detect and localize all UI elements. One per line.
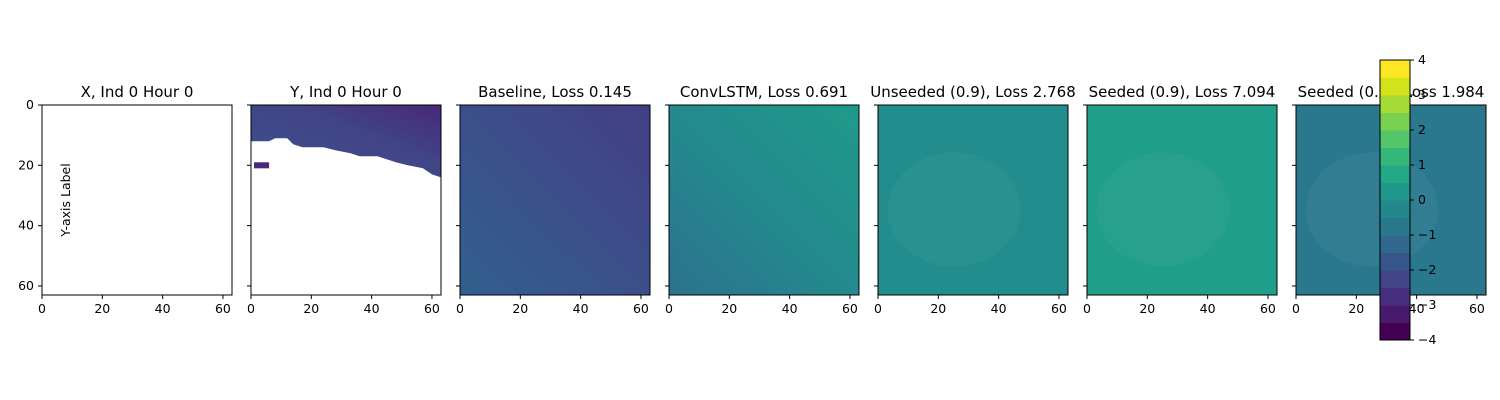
axes-frame (877, 104, 1069, 296)
colorbar-tick-label: 2 (1418, 122, 1426, 137)
x-tick-label: 0 (38, 301, 46, 316)
colorbar-tick-label: −3 (1418, 297, 1436, 312)
y-tick-label: 60 (18, 278, 34, 293)
x-tick-label: 60 (215, 301, 231, 316)
x-tick-label: 60 (424, 301, 440, 316)
x-tick-label: 20 (1348, 301, 1364, 316)
x-tick-label: 20 (721, 301, 737, 316)
x-tick-label: 0 (1292, 301, 1300, 316)
colorbar-tick-label: 3 (1418, 87, 1426, 102)
axes-frame (1086, 104, 1278, 296)
x-tick-label: 60 (1260, 301, 1276, 316)
colorbar-tick-label: 4 (1418, 52, 1426, 67)
axes-frame (459, 104, 651, 296)
colorbar-level (1380, 130, 1410, 148)
axes-frame (41, 104, 233, 296)
panel-title: Seeded (0.9), Loss 7.094 (1089, 83, 1276, 101)
x-tick-label: 40 (573, 301, 589, 316)
x-tick-label: 40 (991, 301, 1007, 316)
heatmap-image (878, 105, 1068, 295)
colorbar-level (1380, 235, 1410, 253)
heatmap-image (460, 105, 650, 295)
x-tick-label: 0 (247, 301, 255, 316)
colorbar: 4 3 2 1 0 −1 −2 −3 −4 (1379, 52, 1436, 347)
heatmap-shade (1096, 152, 1230, 267)
x-tick-label: 20 (930, 301, 946, 316)
heatmap-image (1087, 105, 1277, 295)
colorbar-tick-label: 0 (1418, 192, 1426, 207)
y-axis-label: Y-axis Label (58, 163, 73, 237)
x-tick-label: 60 (633, 301, 649, 316)
colorbar-level (1380, 270, 1410, 288)
x-tick-label: 20 (303, 301, 319, 316)
panel-5: Seeded (0.9), Loss 7.094 0 20 40 60 (1083, 83, 1278, 316)
colorbar-level (1380, 182, 1410, 201)
panel-4: Unseeded (0.9), Loss 2.768 0 20 40 60 (870, 83, 1076, 316)
panel-title: Baseline, Loss 0.145 (478, 83, 632, 101)
x-tick-label: 0 (665, 301, 673, 316)
heatmap-region (251, 105, 441, 178)
colorbar-tick-label: −1 (1418, 227, 1436, 242)
x-tick-label: 20 (1139, 301, 1155, 316)
panel-0: X, Ind 0 Hour 0 0 20 40 60 0 20 40 60 Y-axis Labe… (18, 83, 233, 316)
colorbar-level (1380, 95, 1410, 113)
x-tick-label: 0 (874, 301, 882, 316)
colorbar-tick-label: −2 (1418, 262, 1436, 277)
x-tick-label: 0 (456, 301, 464, 316)
panel-2: Baseline, Loss 0.145 0 20 40 60 (456, 83, 651, 316)
y-tick-label: 40 (18, 218, 34, 233)
panel-3: ConvLSTM, Loss 0.691 0 20 40 60 (665, 83, 860, 316)
panel-title: Y, Ind 0 Hour 0 (289, 83, 402, 101)
colorbar-level (1380, 112, 1410, 131)
colorbar-level (1380, 322, 1410, 341)
y-tick-label: 20 (18, 157, 34, 172)
panel-1: Y, Ind 0 Hour 0 0 20 40 60 (247, 83, 442, 316)
heatmap-shade (887, 152, 1021, 267)
colorbar-level (1380, 252, 1410, 271)
panel-title: X, Ind 0 Hour 0 (81, 83, 194, 101)
heatmap-image (669, 105, 859, 295)
panel-title: Unseeded (0.9), Loss 2.768 (870, 83, 1076, 101)
x-tick-label: 20 (512, 301, 528, 316)
colorbar-level (1380, 165, 1410, 183)
colorbar-level (1380, 200, 1410, 218)
x-tick-label: 0 (1083, 301, 1091, 316)
colorbar-level (1380, 77, 1410, 96)
x-tick-label: 40 (364, 301, 380, 316)
x-tick-label: 60 (842, 301, 858, 316)
x-tick-label: 40 (782, 301, 798, 316)
axes-frame (668, 104, 860, 296)
x-tick-label: 40 (155, 301, 171, 316)
y-tick-label: 0 (26, 97, 34, 112)
colorbar-tick-label: −4 (1418, 332, 1436, 347)
axes-frame (250, 104, 442, 296)
x-tick-label: 20 (94, 301, 110, 316)
colorbar-tick-label: 1 (1418, 157, 1426, 172)
colorbar-level (1380, 287, 1410, 306)
x-tick-label: 60 (1051, 301, 1067, 316)
colorbar-level (1380, 60, 1410, 78)
colorbar-level (1380, 147, 1410, 166)
heatmap-island (254, 162, 270, 169)
colorbar-level (1380, 305, 1410, 323)
colorbar-level (1380, 217, 1410, 236)
x-tick-label: 60 (1469, 301, 1485, 316)
x-tick-label: 40 (1200, 301, 1216, 316)
panel-title: ConvLSTM, Loss 0.691 (680, 83, 848, 101)
